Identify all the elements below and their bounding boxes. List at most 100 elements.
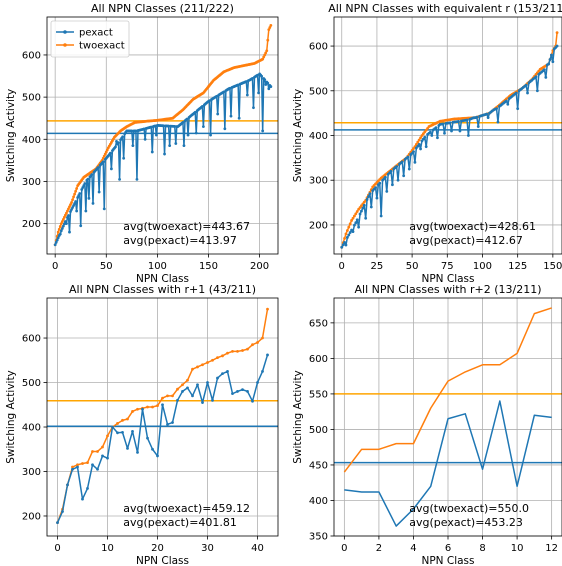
data-point-twoexact <box>353 214 356 218</box>
data-point-pexact <box>122 156 126 160</box>
data-point-pexact <box>457 120 460 123</box>
data-point-twoexact <box>416 140 420 144</box>
data-point-pexact <box>241 388 244 392</box>
data-point-pexact <box>56 236 60 240</box>
data-point-pexact <box>251 76 254 80</box>
y-tick-label: 500 <box>309 86 328 97</box>
data-point-pexact <box>364 216 368 220</box>
y-axis-label: Switching Activity <box>292 89 304 183</box>
data-point-pexact <box>261 129 265 133</box>
data-point-pexact <box>261 370 264 373</box>
data-point-pexact <box>216 112 220 116</box>
data-point-pexact <box>551 60 555 64</box>
series-line-twoexact <box>343 307 552 473</box>
y-tick-label: 550 <box>309 389 328 400</box>
data-point-twoexact <box>136 407 139 411</box>
data-point-twoexact <box>70 201 73 204</box>
data-point-pexact <box>55 238 59 242</box>
data-point-twoexact <box>116 422 119 425</box>
data-point-pexact <box>156 454 159 458</box>
data-point-pexact <box>186 133 190 137</box>
data-point-pexact <box>257 91 260 95</box>
x-tick-label: 150 <box>199 261 218 272</box>
data-point-pexact <box>215 94 219 98</box>
legend-box <box>50 20 130 58</box>
data-point-pexact <box>201 401 204 404</box>
data-point-pexact <box>347 233 351 237</box>
data-point-pexact <box>348 231 352 234</box>
data-point-pexact <box>260 74 264 78</box>
data-point-twoexact <box>351 216 355 220</box>
data-point-pexact <box>362 203 366 207</box>
data-point-pexact <box>121 430 124 434</box>
data-point-twoexact <box>269 24 273 27</box>
data-point-twoexact <box>71 198 74 202</box>
data-point-pexact <box>514 91 518 95</box>
x-tick-label: 25 <box>371 261 384 272</box>
data-point-pexact <box>96 467 99 471</box>
legend-label-pexact: pexact <box>79 28 113 39</box>
data-point-pexact <box>395 165 399 168</box>
avg-annotation-pexact: avg(pexact)=412.67 <box>409 234 523 247</box>
y-tick-label: 450 <box>309 460 328 471</box>
data-point-pexact <box>74 200 78 203</box>
data-point-pexact <box>222 90 226 94</box>
series-line-twoexact <box>56 308 269 523</box>
data-point-pexact <box>547 62 551 66</box>
data-point-pexact <box>407 167 411 171</box>
data-point-twoexact <box>71 465 74 469</box>
data-point-twoexact <box>156 404 159 408</box>
data-point-pexact <box>544 75 548 79</box>
data-point-twoexact <box>263 53 267 57</box>
data-point-pexact <box>87 196 91 200</box>
data-point-pexact <box>121 135 125 139</box>
x-tick-label: 50 <box>406 261 419 272</box>
data-point-twoexact <box>63 213 67 217</box>
series-line-twoexact <box>341 32 558 248</box>
data-point-pexact <box>181 121 185 124</box>
data-point-twoexact <box>350 219 353 222</box>
data-point-twoexact <box>246 347 249 351</box>
y-tick-label: 500 <box>22 93 41 104</box>
x-axis-label: NPN Class <box>421 273 474 285</box>
data-point-pexact <box>361 206 365 210</box>
data-point-pexact <box>131 430 134 433</box>
data-point-pexact <box>101 160 105 164</box>
avg-annotation-twoexact: avg(twoexact)=428.61 <box>409 220 536 233</box>
data-point-pexact <box>130 129 134 133</box>
x-tick-label: 30 <box>201 543 214 554</box>
data-point-pexact <box>266 81 270 85</box>
data-point-pexact <box>340 245 344 249</box>
data-point-twoexact <box>76 463 79 467</box>
data-point-pexact <box>351 230 355 234</box>
legend-marker-pexact <box>63 30 67 34</box>
x-tick-label: 4 <box>410 543 416 554</box>
x-tick-label: 2 <box>376 543 382 554</box>
data-point-pexact <box>67 214 70 217</box>
data-point-pexact <box>118 177 121 181</box>
data-point-pexact <box>374 186 377 190</box>
data-point-pexact <box>357 225 361 229</box>
data-point-pexact <box>391 183 394 187</box>
data-point-pexact <box>496 120 500 124</box>
chart-title: All NPN Classes with r+2 (13/211) <box>354 283 541 296</box>
data-point-twoexact <box>91 450 94 453</box>
data-point-pexact <box>450 129 453 133</box>
data-point-twoexact <box>186 378 189 382</box>
x-axis-label: NPN Class <box>136 273 189 285</box>
data-point-pexact <box>168 144 172 148</box>
data-point-twoexact <box>103 152 107 156</box>
data-point-pexact <box>91 463 94 467</box>
data-point-pexact <box>389 169 393 173</box>
chart-panel-3: 0 10 20 30 40 200 300 400 500 600 All NPN Classes … <box>5 283 279 566</box>
data-point-pexact <box>419 147 422 151</box>
chart-panel-4: 0 2 4 6 8 10 12 350 400 450 500 550 600 650 All NPN Cl… <box>292 283 562 566</box>
avg-annotation-twoexact: avg(twoexact)=550.0 <box>409 502 529 515</box>
data-point-pexact <box>193 110 197 114</box>
data-point-pexact <box>196 383 199 387</box>
data-point-pexact <box>135 177 139 181</box>
data-point-pexact <box>162 124 165 128</box>
data-point-pexact <box>185 117 189 121</box>
data-point-pexact <box>368 192 372 196</box>
data-point-pexact <box>154 133 158 137</box>
